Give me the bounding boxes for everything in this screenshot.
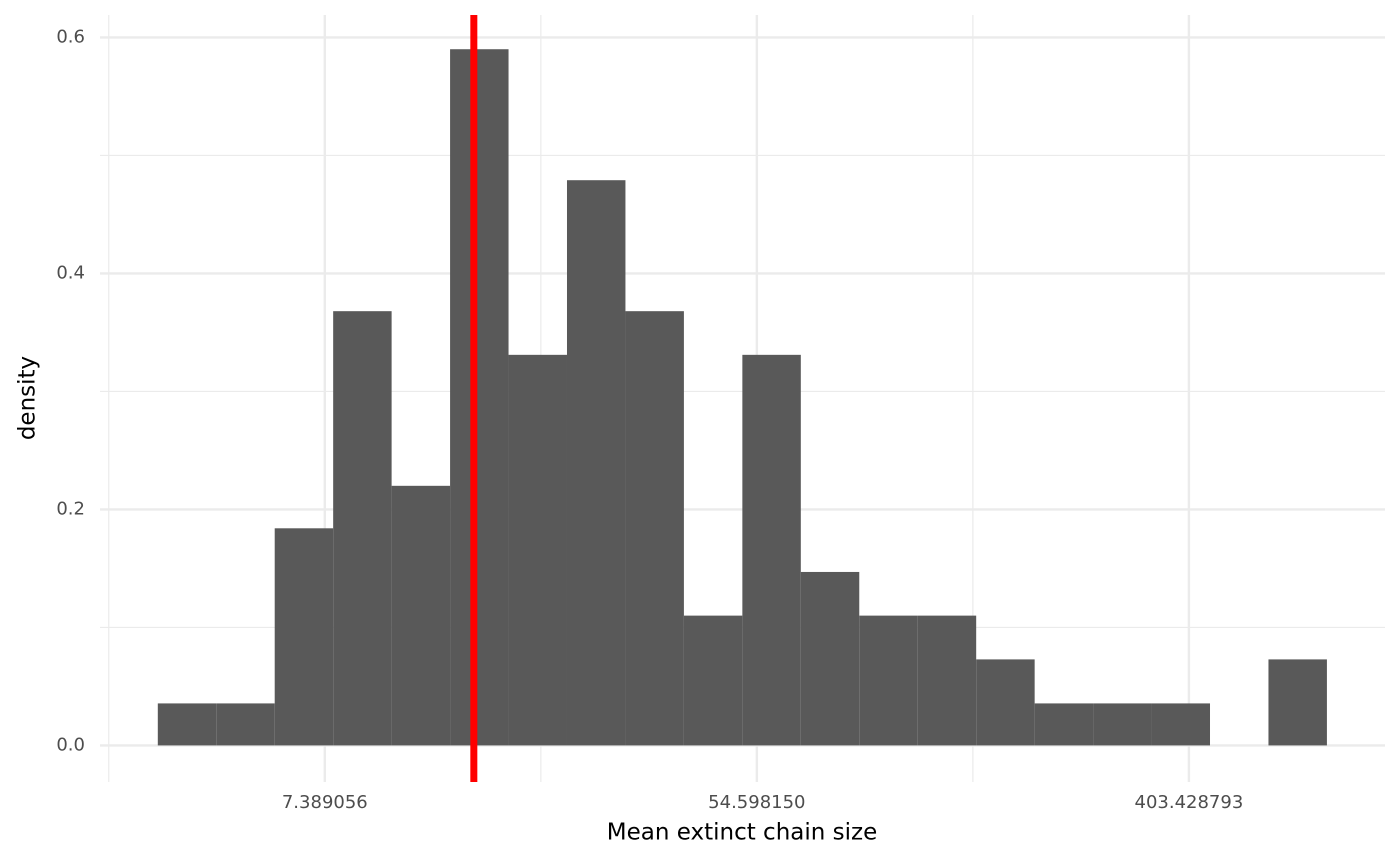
bar bbox=[683, 615, 743, 746]
bar bbox=[157, 703, 217, 746]
bar bbox=[1268, 659, 1327, 746]
x-tick-label: 54.598150 bbox=[708, 792, 805, 813]
x-tick-label: 7.389056 bbox=[282, 792, 368, 813]
bar bbox=[625, 311, 684, 746]
bar bbox=[333, 311, 392, 746]
bar bbox=[1151, 703, 1211, 746]
y-tick-label: 0.6 bbox=[56, 26, 85, 47]
bar bbox=[391, 485, 451, 746]
y-tick-label: 0.0 bbox=[56, 734, 85, 755]
bar bbox=[742, 354, 801, 746]
bar bbox=[976, 659, 1035, 746]
bar bbox=[274, 528, 334, 746]
bar bbox=[917, 615, 977, 746]
y-tick-label: 0.4 bbox=[56, 262, 85, 283]
bar bbox=[1093, 703, 1152, 746]
bar bbox=[859, 615, 918, 746]
bar bbox=[450, 49, 509, 746]
y-tick-label: 0.2 bbox=[56, 498, 85, 519]
x-axis-title: Mean extinct chain size bbox=[607, 820, 878, 846]
y-axis-title: density bbox=[15, 356, 41, 440]
bar bbox=[508, 354, 567, 746]
bar bbox=[1034, 703, 1094, 746]
bar bbox=[566, 180, 626, 746]
x-tick-label: 403.428793 bbox=[1135, 792, 1244, 813]
bar bbox=[800, 571, 860, 746]
bar bbox=[216, 703, 275, 746]
